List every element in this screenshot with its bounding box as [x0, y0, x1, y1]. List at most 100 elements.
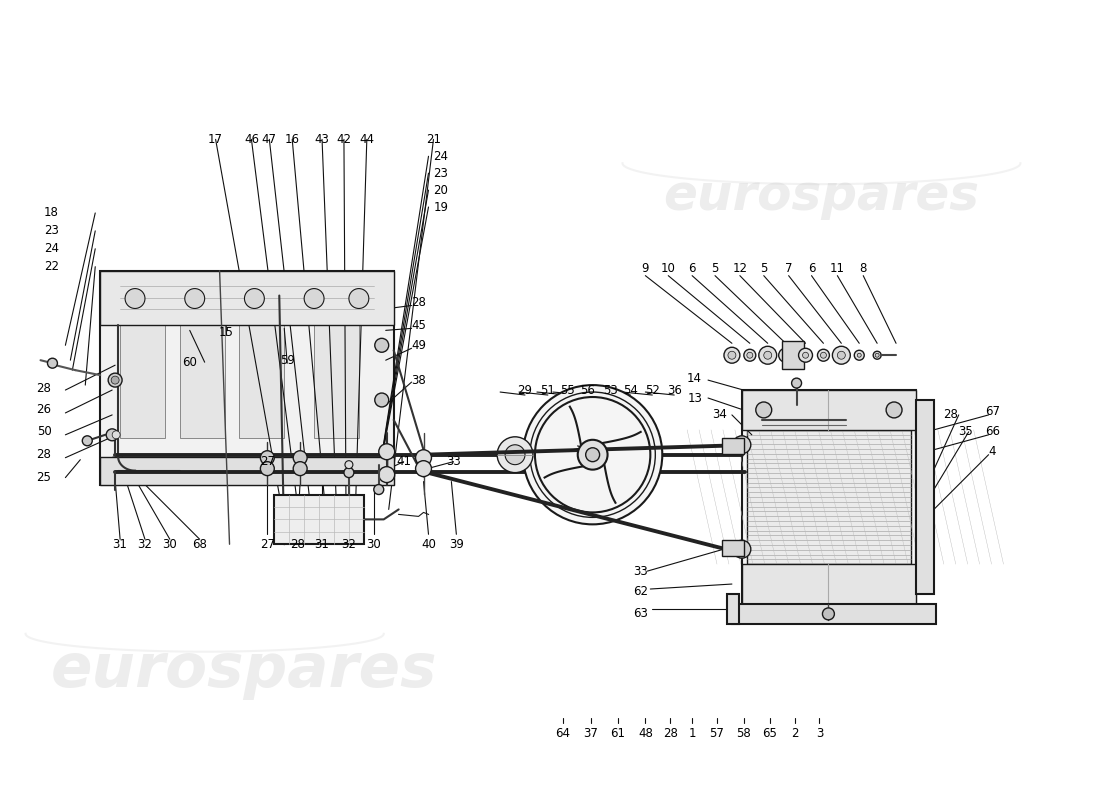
- Circle shape: [522, 385, 662, 524]
- Bar: [100, 457, 394, 485]
- Circle shape: [107, 429, 118, 441]
- Text: 48: 48: [638, 726, 652, 740]
- Text: 28: 28: [663, 726, 678, 740]
- Text: 31: 31: [112, 538, 128, 550]
- Circle shape: [374, 485, 384, 494]
- Bar: [179, 278, 224, 438]
- Circle shape: [728, 351, 736, 359]
- Text: 13: 13: [688, 391, 702, 405]
- Circle shape: [799, 348, 813, 362]
- Circle shape: [585, 448, 600, 462]
- Text: 65: 65: [762, 726, 778, 740]
- Text: 6: 6: [807, 262, 815, 275]
- Circle shape: [505, 445, 525, 465]
- Circle shape: [744, 350, 756, 362]
- Circle shape: [349, 289, 368, 309]
- Circle shape: [837, 351, 845, 359]
- Circle shape: [112, 431, 120, 438]
- Bar: [741, 390, 916, 430]
- Circle shape: [733, 436, 751, 454]
- Text: 43: 43: [315, 133, 330, 146]
- Bar: [741, 564, 916, 604]
- Text: 21: 21: [426, 133, 441, 146]
- Circle shape: [378, 444, 395, 460]
- Circle shape: [125, 289, 145, 309]
- Circle shape: [747, 352, 752, 358]
- Circle shape: [887, 402, 902, 418]
- Circle shape: [724, 347, 740, 363]
- Circle shape: [345, 461, 353, 469]
- Text: 27: 27: [260, 455, 275, 468]
- Text: 56: 56: [580, 383, 595, 397]
- Bar: [727, 594, 739, 624]
- Circle shape: [857, 354, 861, 358]
- Text: 30: 30: [366, 538, 382, 550]
- Text: 61: 61: [610, 726, 625, 740]
- Text: 46: 46: [244, 133, 258, 146]
- Text: 12: 12: [733, 262, 747, 275]
- Circle shape: [108, 373, 122, 387]
- Text: 30: 30: [163, 538, 177, 550]
- Text: 68: 68: [192, 538, 207, 550]
- Circle shape: [733, 540, 751, 558]
- Text: 16: 16: [285, 133, 299, 146]
- Text: 58: 58: [737, 726, 751, 740]
- Circle shape: [294, 462, 307, 476]
- Bar: [315, 278, 359, 438]
- Text: 62: 62: [632, 585, 648, 598]
- Text: 38: 38: [411, 374, 427, 386]
- Circle shape: [375, 338, 388, 352]
- Circle shape: [244, 289, 264, 309]
- Text: eurospares: eurospares: [663, 172, 979, 220]
- Text: 45: 45: [411, 319, 427, 332]
- Circle shape: [783, 352, 789, 358]
- Text: 3: 3: [816, 726, 823, 740]
- Bar: [741, 390, 916, 604]
- Circle shape: [416, 461, 431, 477]
- Text: 28: 28: [944, 409, 958, 422]
- Bar: [120, 278, 165, 438]
- Text: 28: 28: [289, 538, 305, 550]
- Circle shape: [873, 351, 881, 359]
- Text: 31: 31: [315, 538, 330, 550]
- Circle shape: [779, 348, 793, 362]
- Text: 63: 63: [632, 607, 648, 620]
- Text: 8: 8: [859, 262, 867, 275]
- Circle shape: [185, 289, 205, 309]
- Text: 17: 17: [208, 133, 223, 146]
- Text: 40: 40: [421, 538, 436, 550]
- Text: 26: 26: [36, 403, 52, 417]
- Circle shape: [759, 346, 777, 364]
- Text: 36: 36: [667, 383, 682, 397]
- Circle shape: [817, 350, 829, 362]
- Text: 53: 53: [603, 383, 618, 397]
- Bar: [916, 400, 934, 594]
- Circle shape: [833, 346, 850, 364]
- Text: 41: 41: [396, 455, 411, 468]
- Text: 50: 50: [36, 426, 52, 438]
- Circle shape: [261, 450, 274, 465]
- Text: 10: 10: [661, 262, 675, 275]
- Text: 28: 28: [36, 448, 52, 462]
- Text: 23: 23: [44, 224, 59, 238]
- Circle shape: [304, 289, 324, 309]
- Text: 57: 57: [710, 726, 725, 740]
- Text: 47: 47: [262, 133, 277, 146]
- Text: 37: 37: [583, 726, 598, 740]
- Text: 23: 23: [433, 166, 449, 180]
- Bar: [782, 342, 803, 369]
- Text: 49: 49: [411, 338, 427, 352]
- Text: 32: 32: [138, 538, 153, 550]
- Bar: [240, 278, 284, 438]
- Bar: [722, 540, 744, 556]
- Text: 29: 29: [517, 383, 532, 397]
- Text: 67: 67: [986, 406, 1000, 418]
- Text: 28: 28: [36, 382, 52, 394]
- Text: 60: 60: [183, 356, 197, 369]
- Circle shape: [111, 376, 119, 384]
- Text: 6: 6: [689, 262, 696, 275]
- Circle shape: [756, 402, 772, 418]
- Text: 18: 18: [44, 206, 59, 219]
- Circle shape: [763, 351, 772, 359]
- Text: 22: 22: [44, 260, 59, 273]
